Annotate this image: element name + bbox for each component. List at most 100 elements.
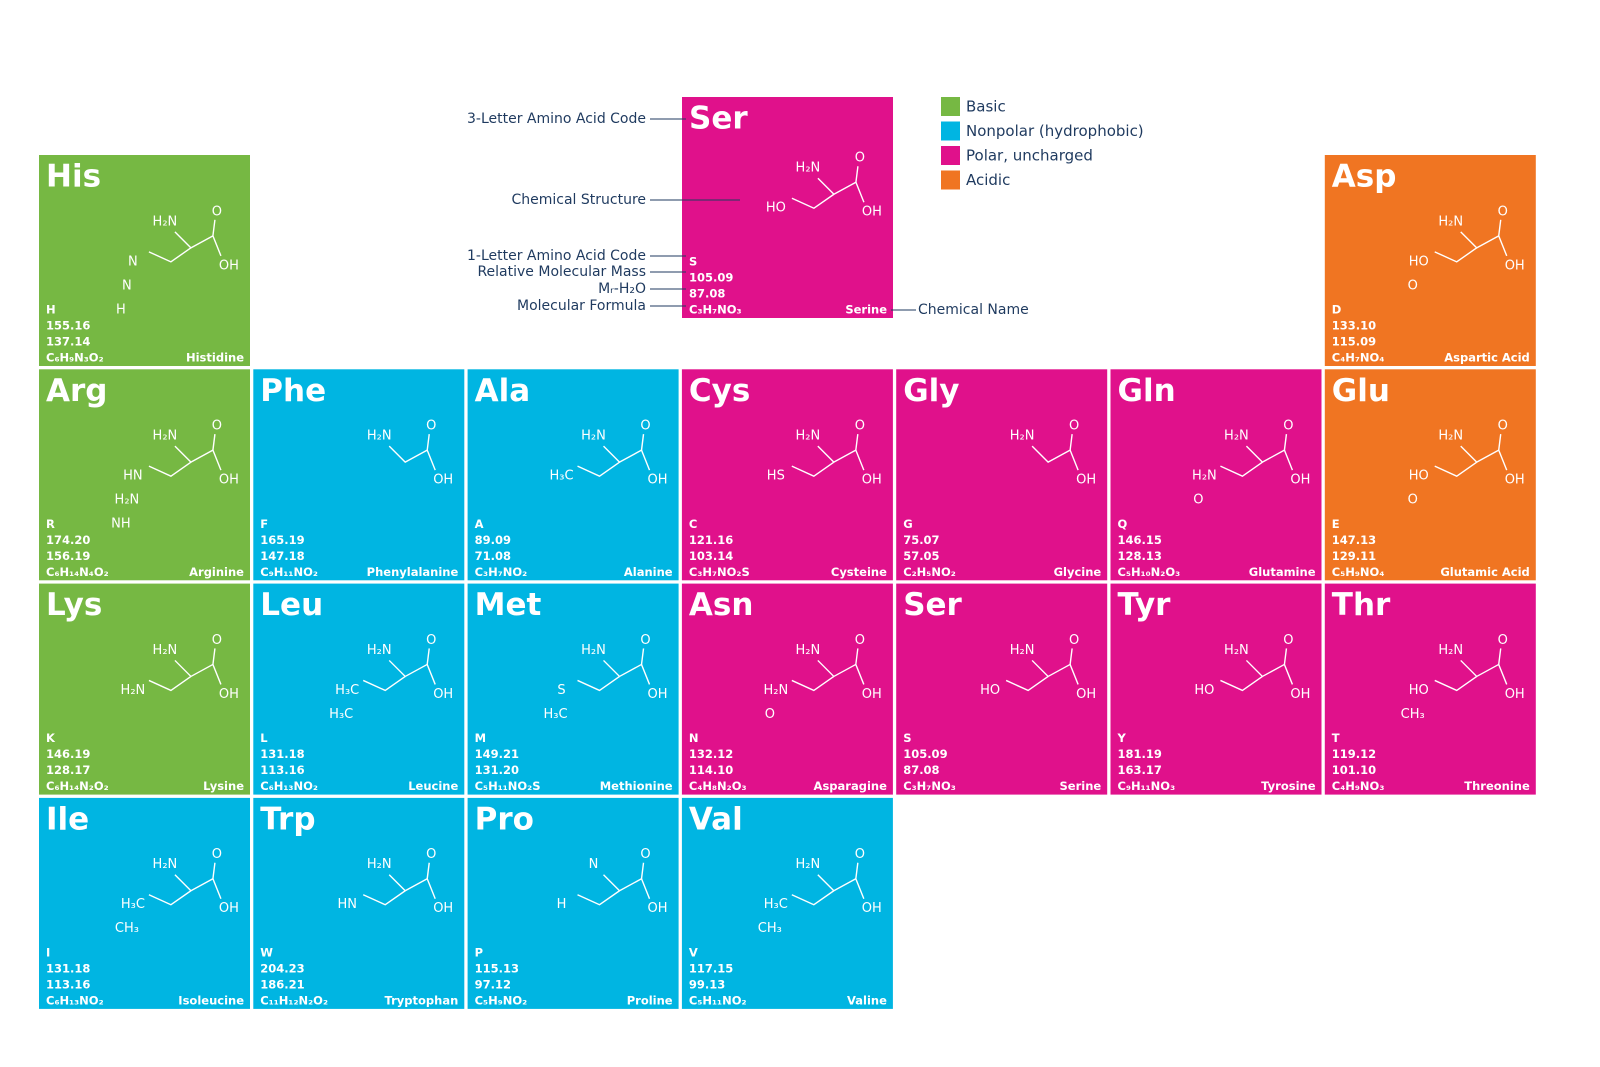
bond bbox=[388, 874, 436, 899]
molecular-mass: 89.09 bbox=[475, 533, 511, 547]
at-carbonyl: O bbox=[1498, 204, 1508, 219]
bond bbox=[174, 231, 222, 257]
one-letter-code: C bbox=[689, 517, 697, 531]
at-hydroxyl: OH bbox=[433, 901, 453, 916]
bond bbox=[1245, 659, 1294, 685]
bond bbox=[603, 445, 651, 471]
at-carbonyl: O bbox=[855, 633, 865, 648]
residue-mass: 128.13 bbox=[1118, 549, 1162, 563]
legend-label: Nonpolar (hydrophobic) bbox=[966, 122, 1144, 140]
bond bbox=[174, 445, 222, 471]
at-amine: H₂N bbox=[153, 857, 178, 872]
bond bbox=[148, 890, 192, 906]
at-hydroxyl: OH bbox=[1505, 687, 1525, 702]
chemical-name: Serine bbox=[1060, 779, 1102, 793]
at-hydroxyl: OH bbox=[862, 473, 882, 488]
bond bbox=[362, 675, 406, 692]
at-amine: H₂N bbox=[153, 643, 178, 658]
three-letter-code: Glu bbox=[1332, 373, 1390, 409]
bond bbox=[212, 434, 216, 451]
one-letter-code: N bbox=[689, 731, 699, 745]
bond bbox=[577, 890, 620, 906]
at-hydroxyl: OH bbox=[862, 205, 882, 220]
at-carbonyl: O bbox=[426, 847, 436, 862]
bond bbox=[1245, 445, 1294, 471]
callout-label: Mᵣ-H₂O bbox=[598, 281, 646, 297]
at-hydroxyl: OH bbox=[862, 901, 882, 916]
tile-background bbox=[39, 369, 250, 581]
chemical-name: Aspartic Acid bbox=[1444, 351, 1530, 365]
three-letter-code: Phe bbox=[260, 373, 326, 409]
amino-acid-tile: Asp H₂N O OH HO O D 133.10 115.09 C₄H₇NO₄ Aspartic… bbox=[1324, 155, 1536, 366]
molecular-formula: C₄H₈N₂O₃ bbox=[689, 779, 747, 793]
at-carbonyl: O bbox=[855, 419, 865, 434]
three-letter-code: Gln bbox=[1118, 373, 1176, 409]
bond bbox=[791, 193, 835, 210]
bond bbox=[640, 862, 645, 879]
at-carbonyl: O bbox=[640, 633, 650, 648]
at-carbonyl: O bbox=[212, 633, 222, 648]
chemical-name: Alanine bbox=[624, 565, 673, 579]
at-amine: H₂N bbox=[1438, 643, 1463, 658]
at-amine: H₂N bbox=[796, 161, 821, 176]
bond bbox=[1434, 461, 1478, 477]
molecular-formula: C₆H₁₃NO₂ bbox=[260, 779, 318, 793]
molecular-formula: C₅H₉NO₂ bbox=[475, 993, 528, 1007]
at-hydroxyl: OH bbox=[1505, 258, 1525, 273]
tile-background bbox=[1324, 369, 1536, 581]
amino-acid-tile: Leu H₂N O OH H₃C H₃C L 131.18 113.16 C₆H₁₃NO₂ Leuc… bbox=[253, 583, 465, 795]
tile-background bbox=[39, 583, 250, 795]
bond bbox=[1283, 434, 1288, 451]
legend-label: Acidic bbox=[966, 171, 1010, 189]
bond bbox=[174, 874, 222, 899]
side-chain-atom: CH₃ bbox=[115, 921, 139, 936]
side-chain-atom: H₂N bbox=[121, 683, 146, 698]
three-letter-code: Lys bbox=[46, 587, 102, 623]
at-carbonyl: O bbox=[426, 633, 436, 648]
residue-mass: 114.10 bbox=[689, 763, 733, 777]
bond bbox=[1460, 659, 1508, 685]
chemical-name: Histidine bbox=[186, 351, 244, 365]
at-hydroxyl: OH bbox=[648, 687, 668, 702]
molecular-mass: 131.18 bbox=[46, 961, 90, 975]
three-letter-code: Gly bbox=[903, 373, 959, 409]
at-amine: H₂N bbox=[153, 429, 178, 444]
amino-acid-tile: Val H₂N O OH H₃C CH₃ V 117.15 99.13 C₅H₁₁NO₂ Valin… bbox=[681, 797, 893, 1009]
legend-swatch bbox=[941, 146, 960, 165]
tile-background bbox=[467, 797, 679, 1009]
legend-swatch bbox=[941, 97, 960, 116]
molecular-mass: 155.16 bbox=[46, 319, 90, 333]
legend-swatch bbox=[941, 170, 960, 190]
molecular-formula: C₆H₉N₃O₂ bbox=[46, 351, 104, 365]
side-chain-atom: O bbox=[1408, 493, 1418, 508]
amino-acid-tile: Phe H₂N O OH F 165.19 147.18 C₉H₁₁NO₂ Phenylalan… bbox=[253, 369, 465, 581]
molecular-formula: C₉H₁₁NO₃ bbox=[1118, 779, 1176, 793]
one-letter-code: R bbox=[46, 517, 55, 531]
three-letter-code: Trp bbox=[260, 801, 315, 837]
bond bbox=[1031, 659, 1079, 685]
chemical-name: Lysine bbox=[203, 779, 244, 793]
at-carbonyl: O bbox=[1283, 633, 1293, 648]
at-hydroxyl: OH bbox=[219, 687, 239, 702]
chemical-name: Arginine bbox=[189, 565, 244, 579]
one-letter-code: Q bbox=[1118, 517, 1128, 531]
bond bbox=[1069, 648, 1073, 665]
bond bbox=[791, 890, 835, 906]
at-hydroxyl: OH bbox=[219, 473, 239, 488]
side-chain-atom: HO bbox=[1409, 254, 1429, 269]
bond bbox=[1005, 675, 1049, 692]
at-amine: H₂N bbox=[795, 643, 820, 658]
callout-label: Molecular Formula bbox=[517, 298, 646, 314]
side-chain-atom: HO bbox=[1409, 469, 1429, 484]
tile-background bbox=[1110, 369, 1322, 581]
bond bbox=[577, 461, 620, 477]
molecular-mass: 181.19 bbox=[1118, 747, 1162, 761]
bond bbox=[1460, 231, 1508, 257]
molecular-formula: C₆H₁₄N₂O₂ bbox=[46, 779, 109, 793]
one-letter-code: A bbox=[475, 517, 484, 531]
tile-background bbox=[681, 369, 893, 581]
three-letter-code: Met bbox=[475, 587, 542, 623]
three-letter-code: Tyr bbox=[1118, 587, 1172, 623]
side-chain-atom: N bbox=[128, 254, 138, 269]
